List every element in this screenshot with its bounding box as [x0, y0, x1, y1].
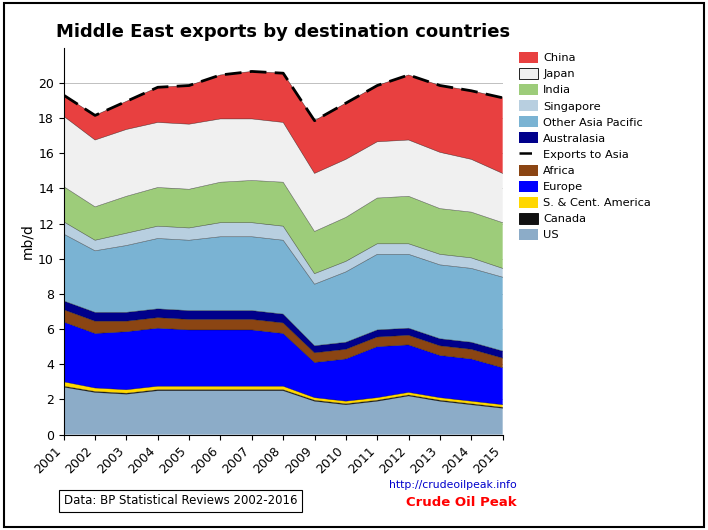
- Y-axis label: mb/d: mb/d: [20, 223, 34, 259]
- Text: Data: BP Statistical Reviews 2002-2016: Data: BP Statistical Reviews 2002-2016: [64, 494, 297, 507]
- Text: http://crudeoilpeak.info: http://crudeoilpeak.info: [389, 480, 517, 490]
- Title: Middle East exports by destination countries: Middle East exports by destination count…: [56, 23, 510, 41]
- Text: Crude Oil Peak: Crude Oil Peak: [406, 496, 517, 509]
- Legend: China, Japan, India, Singapore, Other Asia Pacific, Australasia, Exports to Asia: China, Japan, India, Singapore, Other As…: [517, 49, 653, 243]
